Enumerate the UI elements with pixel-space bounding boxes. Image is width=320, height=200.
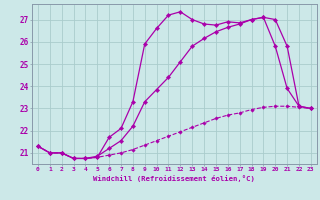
X-axis label: Windchill (Refroidissement éolien,°C): Windchill (Refroidissement éolien,°C) [93, 175, 255, 182]
